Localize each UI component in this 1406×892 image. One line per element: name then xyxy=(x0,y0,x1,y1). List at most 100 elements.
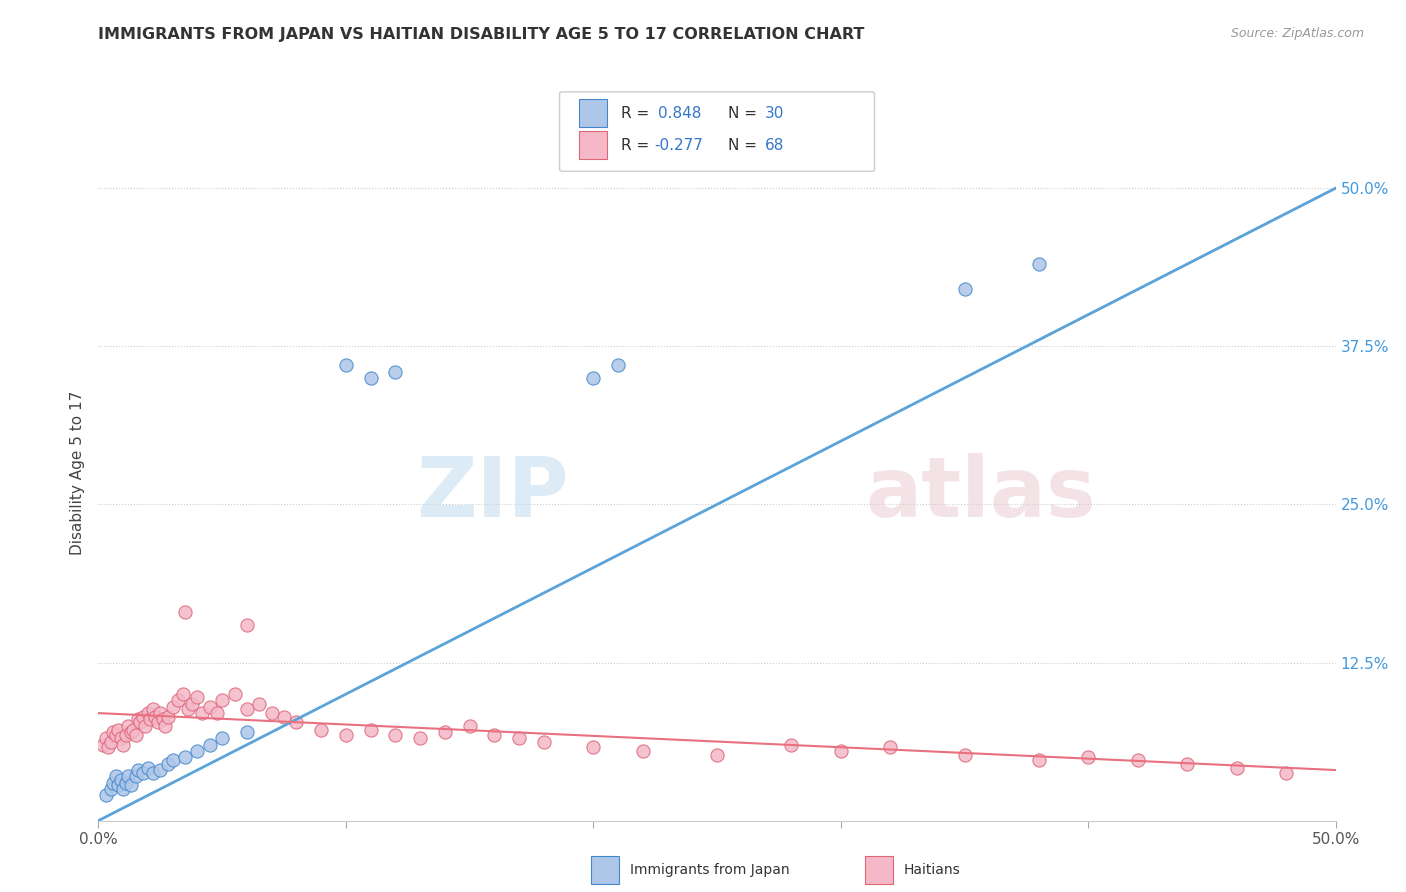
Point xyxy=(124,769,146,783)
Point xyxy=(112,738,135,752)
Point xyxy=(1028,753,1050,767)
Point xyxy=(533,735,555,749)
Point xyxy=(953,282,976,296)
Point xyxy=(104,728,127,742)
Point xyxy=(607,358,630,372)
Point xyxy=(136,760,159,774)
Point xyxy=(224,687,246,701)
Point xyxy=(236,617,259,632)
Point xyxy=(104,769,127,783)
Text: R =: R = xyxy=(621,106,655,120)
Point xyxy=(191,706,214,720)
Point xyxy=(139,713,162,727)
Point xyxy=(129,714,152,729)
Point xyxy=(103,775,125,789)
Point xyxy=(706,747,728,762)
Point xyxy=(166,693,188,707)
Point xyxy=(780,738,803,752)
Point xyxy=(152,713,174,727)
Point xyxy=(631,744,654,758)
Point xyxy=(458,719,481,733)
Text: atlas: atlas xyxy=(866,453,1097,534)
Point xyxy=(260,706,283,720)
Point xyxy=(205,706,228,720)
Point xyxy=(247,698,270,712)
Point xyxy=(309,723,332,737)
Point xyxy=(360,371,382,385)
Point xyxy=(273,710,295,724)
Point xyxy=(1077,750,1099,764)
Point xyxy=(1175,756,1198,771)
Point xyxy=(198,699,221,714)
Text: 30: 30 xyxy=(765,106,785,120)
Point xyxy=(155,719,177,733)
Point xyxy=(172,687,194,701)
Point xyxy=(117,719,139,733)
Point xyxy=(174,750,197,764)
Point xyxy=(508,731,530,746)
Point xyxy=(143,710,166,724)
Point xyxy=(120,778,142,792)
Point xyxy=(100,735,122,749)
Point xyxy=(107,778,129,792)
Point xyxy=(134,719,156,733)
Text: N =: N = xyxy=(728,106,762,120)
Point xyxy=(162,753,184,767)
Point xyxy=(582,740,605,755)
Point xyxy=(94,789,117,803)
Text: Haitians: Haitians xyxy=(904,863,960,877)
Point xyxy=(103,725,125,739)
Point xyxy=(114,728,136,742)
Text: N =: N = xyxy=(728,138,762,153)
Point xyxy=(181,698,204,712)
Point xyxy=(149,706,172,720)
Text: 0.848: 0.848 xyxy=(658,106,702,120)
Point xyxy=(335,358,357,372)
Point xyxy=(107,723,129,737)
Text: IMMIGRANTS FROM JAPAN VS HAITIAN DISABILITY AGE 5 TO 17 CORRELATION CHART: IMMIGRANTS FROM JAPAN VS HAITIAN DISABIL… xyxy=(98,27,865,42)
Point xyxy=(1275,765,1298,780)
Point xyxy=(97,740,120,755)
Text: ZIP: ZIP xyxy=(416,453,568,534)
Point xyxy=(114,775,136,789)
Point xyxy=(879,740,901,755)
Text: R =: R = xyxy=(621,138,655,153)
Point xyxy=(409,731,432,746)
Point xyxy=(1028,257,1050,271)
Point xyxy=(120,725,142,739)
Point xyxy=(186,690,208,704)
Text: -0.277: -0.277 xyxy=(654,138,703,153)
Point xyxy=(830,744,852,758)
Point xyxy=(136,706,159,720)
Point xyxy=(433,725,456,739)
Point xyxy=(100,782,122,797)
Point xyxy=(384,728,406,742)
Point xyxy=(149,763,172,777)
Point xyxy=(953,747,976,762)
Text: Source: ZipAtlas.com: Source: ZipAtlas.com xyxy=(1230,27,1364,40)
Point xyxy=(1126,753,1149,767)
Point xyxy=(186,744,208,758)
Point xyxy=(127,713,149,727)
Point xyxy=(198,738,221,752)
Point xyxy=(117,769,139,783)
Point xyxy=(132,710,155,724)
Y-axis label: Disability Age 5 to 17: Disability Age 5 to 17 xyxy=(69,391,84,555)
Point xyxy=(122,723,145,737)
Point xyxy=(112,782,135,797)
Text: 68: 68 xyxy=(765,138,785,153)
Point xyxy=(211,693,233,707)
Point xyxy=(484,728,506,742)
Point xyxy=(285,714,308,729)
Point xyxy=(93,738,115,752)
Point xyxy=(384,365,406,379)
Point xyxy=(142,702,165,716)
Point xyxy=(236,702,259,716)
Point xyxy=(236,725,259,739)
Point xyxy=(94,731,117,746)
Point xyxy=(132,765,155,780)
Point xyxy=(1226,760,1249,774)
Point xyxy=(174,605,197,619)
Point xyxy=(582,371,605,385)
Point xyxy=(162,699,184,714)
